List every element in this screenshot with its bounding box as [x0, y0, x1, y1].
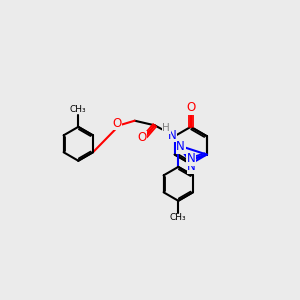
Text: CH₃: CH₃ [70, 105, 87, 114]
Text: CH₃: CH₃ [170, 213, 187, 222]
Text: O: O [187, 101, 196, 114]
Text: N: N [168, 129, 177, 142]
Text: N: N [176, 140, 185, 153]
Text: O: O [112, 116, 122, 130]
Text: N: N [187, 152, 196, 165]
Text: H: H [162, 123, 170, 134]
Text: O: O [137, 131, 146, 144]
Text: N: N [187, 160, 196, 173]
